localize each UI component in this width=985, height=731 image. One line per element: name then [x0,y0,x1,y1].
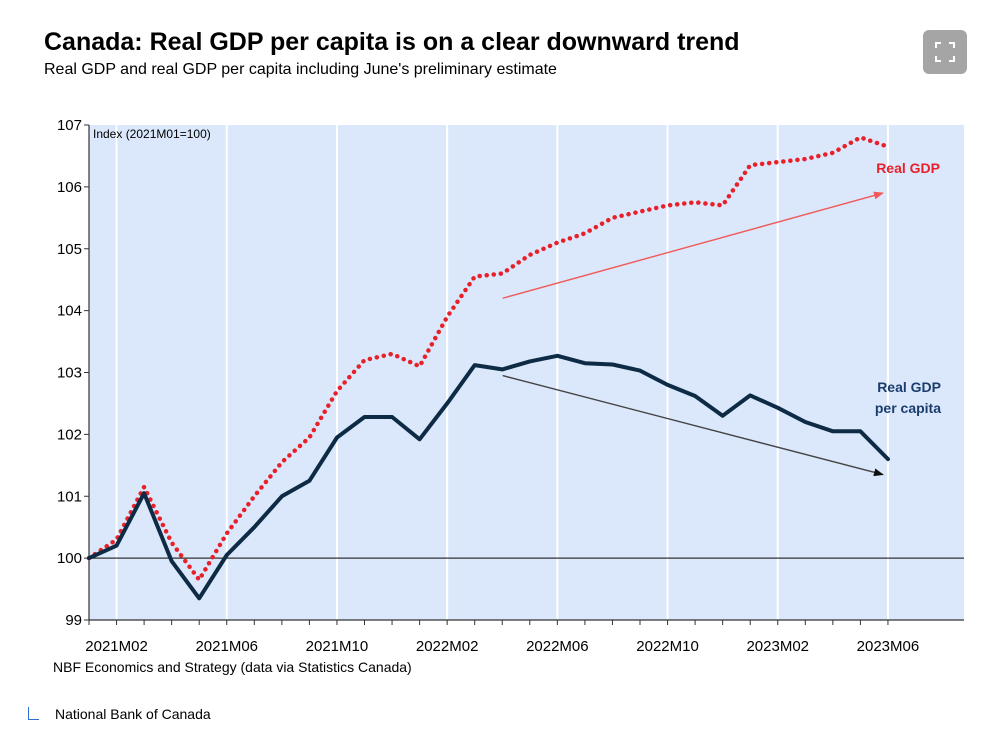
trend-arrow-per-capita [502,374,884,477]
y-tick-label: 107 [57,117,82,134]
trend-arrow-real-gdp [502,191,884,299]
x-tick-label: 2022M10 [636,638,699,655]
x-tick-label: 2021M06 [195,638,258,655]
y-tick-label: 102 [57,426,82,443]
chart-title: Canada: Real GDP per capita is on a clea… [44,28,740,56]
caption-text: National Bank of Canada [55,706,211,722]
x-tick-label: 2022M06 [526,638,589,655]
x-tick-label: 2023M06 [857,638,920,655]
caption-corner-icon [28,707,39,720]
line-chart: 2021M02 2021M06 2021M10 2022M02 2022M06 2022M… [57,117,964,655]
y-tick-label: 101 [57,488,82,505]
y-tick-label: 99 [65,612,82,629]
image-caption: National Bank of Canada [28,706,211,722]
x-tick-label: 2021M02 [85,638,148,655]
x-tick-label: 2023M02 [746,638,809,655]
y-tick-label: 103 [57,365,82,382]
y-axis-label: Index (2021M01=100) [93,127,211,141]
y-tick-label: 100 [57,550,82,567]
expand-icon [935,42,955,62]
series-label-per-capita-2: per capita [875,400,941,416]
chart-subtitle: Real GDP and real GDP per capita includi… [44,61,557,78]
y-tick-label: 105 [57,241,82,258]
series-label-real-gdp: Real GDP [876,160,940,176]
x-tick-label: 2021M10 [306,638,369,655]
series-line-real-gdp-per-capita [87,353,890,601]
series-label-per-capita-1: Real GDP [877,379,941,395]
source-note: NBF Economics and Strategy (data via Sta… [53,659,412,675]
y-tick-label: 106 [57,179,82,196]
series-line-real-gdp [86,135,891,583]
plot-area [89,125,964,620]
x-tick-label: 2022M02 [416,638,479,655]
y-tick-label: 104 [57,303,82,320]
expand-button[interactable] [923,30,967,74]
